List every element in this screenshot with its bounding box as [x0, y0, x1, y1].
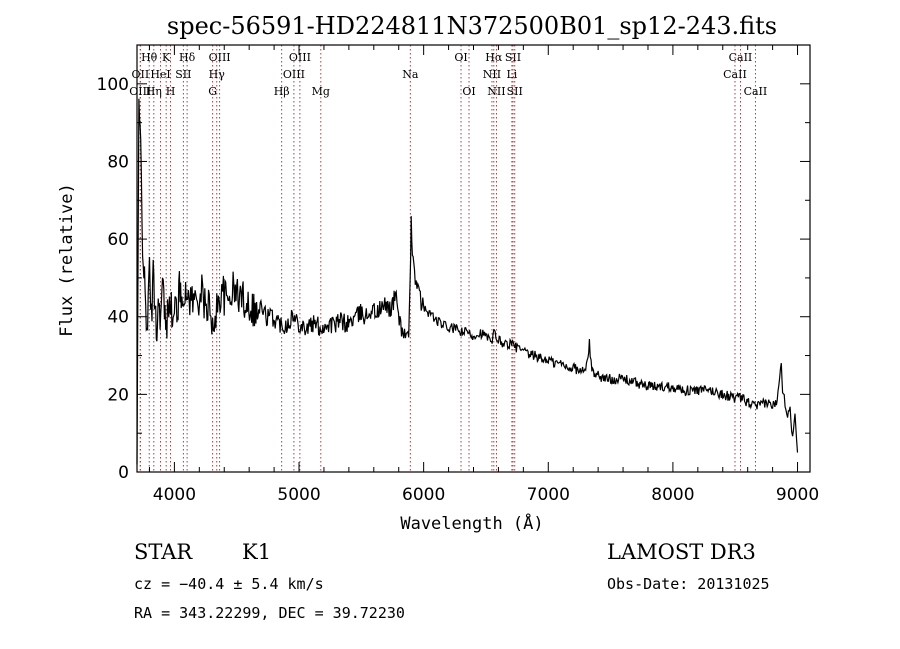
x-axis-label: Wavelength (Å) — [400, 512, 543, 534]
redshift-value: cz = −40.4 ± 5.4 km/s — [134, 575, 324, 593]
y-axis-label: Flux (relative) — [57, 183, 77, 337]
line-marker-label: CaII — [744, 85, 768, 98]
object-subclass: K1 — [242, 540, 272, 564]
line-marker-label: Hδ — [179, 51, 196, 64]
line-marker-label: Hβ — [274, 85, 290, 98]
y-tick-label: 100 — [97, 75, 129, 95]
line-marker-label: OIII — [283, 68, 305, 81]
y-tick-label: 0 — [118, 463, 129, 483]
axis-ticks: 4000 5000 6000 7000 8000 9000 0 20 40 60 80 100 — [97, 44, 819, 505]
line-marker-label: Mg — [312, 85, 330, 98]
x-tick-label: 5000 — [277, 485, 320, 505]
line-marker-label: NII — [487, 85, 505, 98]
x-tick-label: 9000 — [776, 485, 819, 505]
y-tick-label: 80 — [107, 152, 129, 172]
y-tick-label: 20 — [107, 385, 129, 405]
survey-name: LAMOST DR3 — [607, 540, 756, 564]
y-tick-label: 40 — [107, 308, 129, 328]
line-marker-label: H — [166, 85, 176, 98]
line-marker-label: SII — [505, 51, 521, 64]
line-marker-label: K — [162, 51, 171, 64]
line-marker-label: OIII — [289, 51, 311, 64]
line-marker-label: HeI — [150, 68, 170, 81]
line-marker-label: OI — [454, 51, 467, 64]
line-marker-label: OIII — [209, 51, 231, 64]
line-marker-label: OI — [462, 85, 475, 98]
y-tick-label: 60 — [107, 230, 129, 250]
plot-frame — [136, 44, 811, 473]
line-marker-label: Hγ — [209, 68, 226, 81]
line-marker-label: Hθ — [141, 51, 158, 64]
x-tick-label: 7000 — [527, 485, 570, 505]
x-tick-label: 8000 — [651, 485, 694, 505]
line-marker-label: CaII — [723, 68, 747, 81]
line-marker-label: SII — [507, 85, 523, 98]
line-marker-label: CaII — [729, 51, 753, 64]
object-class: STAR — [134, 540, 193, 564]
line-marker-label: Na — [402, 68, 419, 81]
line-marker-label: SII — [175, 68, 191, 81]
line-marker-label: Hα — [485, 51, 503, 64]
line-marker-label: OIII — [129, 85, 151, 98]
x-tick-label: 4000 — [153, 485, 196, 505]
line-marker-label: G — [208, 85, 217, 98]
line-marker-label: Hη — [146, 85, 162, 98]
spectrum-line — [136, 98, 799, 465]
x-tick-label: 6000 — [402, 485, 445, 505]
chart-title: spec-56591-HD224811N372500B01_sp12-243.f… — [167, 12, 777, 40]
observation-date: Obs-Date: 20131025 — [607, 575, 770, 593]
line-marker-label: Li — [506, 68, 517, 81]
sky-coordinates: RA = 343.22299, DEC = 39.72230 — [134, 604, 405, 622]
line-marker-label: NII — [483, 68, 501, 81]
